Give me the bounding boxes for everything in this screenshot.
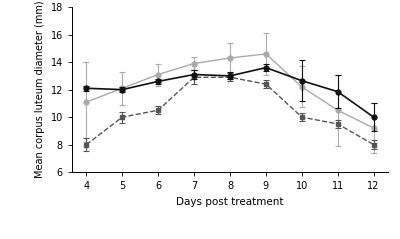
Y-axis label: Mean corpus luteum diameter (mm): Mean corpus luteum diameter (mm) xyxy=(35,1,45,179)
X-axis label: Days post treatment: Days post treatment xyxy=(176,197,284,207)
